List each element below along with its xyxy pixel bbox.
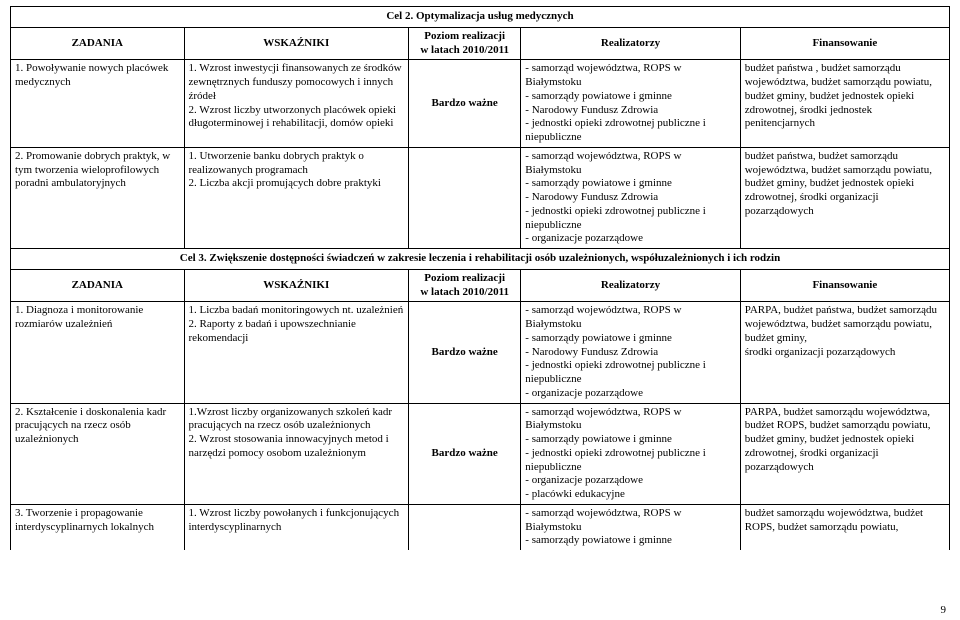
priority-cell [409,147,521,248]
section3-title: Cel 3. Zwiększenie dostępności świadczeń… [11,249,950,270]
priority-cell [409,504,521,550]
section3-title-row: Cel 3. Zwiększenie dostępności świadczeń… [11,249,950,270]
task-cell: 2. Kształcenie i doskonalenia kadr pracu… [11,403,185,504]
col-finansowanie: Finansowanie [740,269,949,302]
realizers-cell: - samorząd województwa, ROPS w Białymsto… [521,60,740,148]
section2-title-row: Cel 2. Optymalizacja usług medycznych [11,7,950,28]
content-table: Cel 2. Optymalizacja usług medycznych ZA… [10,6,950,550]
col-poziom-line2: w latach 2010/2011 [420,44,509,56]
realizers-cell: - samorząd województwa, ROPS w Białymsto… [521,147,740,248]
realizers-cell: - samorząd województwa, ROPS w Białymsto… [521,302,740,403]
col-poziom-line1: Poziom realizacji [424,30,505,42]
col-realizatorzy: Realizatorzy [521,269,740,302]
priority-cell: Bardzo ważne [409,60,521,148]
col-poziom-line1: Poziom realizacji [424,272,505,284]
col-poziom: Poziom realizacji w latach 2010/2011 [409,269,521,302]
section2-title: Cel 2. Optymalizacja usług medycznych [11,7,950,28]
col-wskazniki: WSKAŹNIKI [184,27,409,60]
financing-cell: budżet państwa , budżet samorządu wojewó… [740,60,949,148]
indicator-cell: 1. Wzrost liczby powołanych i funkcjonuj… [184,504,409,550]
task-cell: 1. Diagnoza i monitorowanie rozmiarów uz… [11,302,185,403]
task-cell: 3. Tworzenie i propagowanie interdyscypl… [11,504,185,550]
indicator-cell: 1. Wzrost inwestycji finansowanych ze śr… [184,60,409,148]
priority-cell: Bardzo ważne [409,302,521,403]
table-row: 2. Kształcenie i doskonalenia kadr pracu… [11,403,950,504]
page-number: 9 [941,604,947,616]
table-row: 3. Tworzenie i propagowanie interdyscypl… [11,504,950,550]
indicator-cell: 1. Utworzenie banku dobrych praktyk o re… [184,147,409,248]
col-zadania: ZADANIA [11,269,185,302]
indicator-cell: 1.Wzrost liczby organizowanych szkoleń k… [184,403,409,504]
realizers-cell: - samorząd województwa, ROPS w Białymsto… [521,504,740,550]
financing-cell: budżet państwa, budżet samorządu wojewód… [740,147,949,248]
realizers-cell: - samorząd województwa, ROPS w Białymsto… [521,403,740,504]
financing-cell: budżet samorządu województwa, budżet ROP… [740,504,949,550]
table-row: 2. Promowanie dobrych praktyk, w tym two… [11,147,950,248]
col-zadania: ZADANIA [11,27,185,60]
section2-header-row: ZADANIA WSKAŹNIKI Poziom realizacji w la… [11,27,950,60]
indicator-cell: 1. Liczba badań monitoringowych nt. uzal… [184,302,409,403]
col-realizatorzy: Realizatorzy [521,27,740,60]
col-wskazniki: WSKAŹNIKI [184,269,409,302]
task-cell: 2. Promowanie dobrych praktyk, w tym two… [11,147,185,248]
col-poziom: Poziom realizacji w latach 2010/2011 [409,27,521,60]
col-poziom-line2: w latach 2010/2011 [420,286,509,298]
table-row: 1. Powoływanie nowych placówek medycznyc… [11,60,950,148]
priority-cell: Bardzo ważne [409,403,521,504]
financing-cell: PARPA, budżet państwa, budżet samorządu … [740,302,949,403]
section3-header-row: ZADANIA WSKAŹNIKI Poziom realizacji w la… [11,269,950,302]
task-cell: 1. Powoływanie nowych placówek medycznyc… [11,60,185,148]
financing-cell: PARPA, budżet samorządu województwa, bud… [740,403,949,504]
table-row: 1. Diagnoza i monitorowanie rozmiarów uz… [11,302,950,403]
col-finansowanie: Finansowanie [740,27,949,60]
